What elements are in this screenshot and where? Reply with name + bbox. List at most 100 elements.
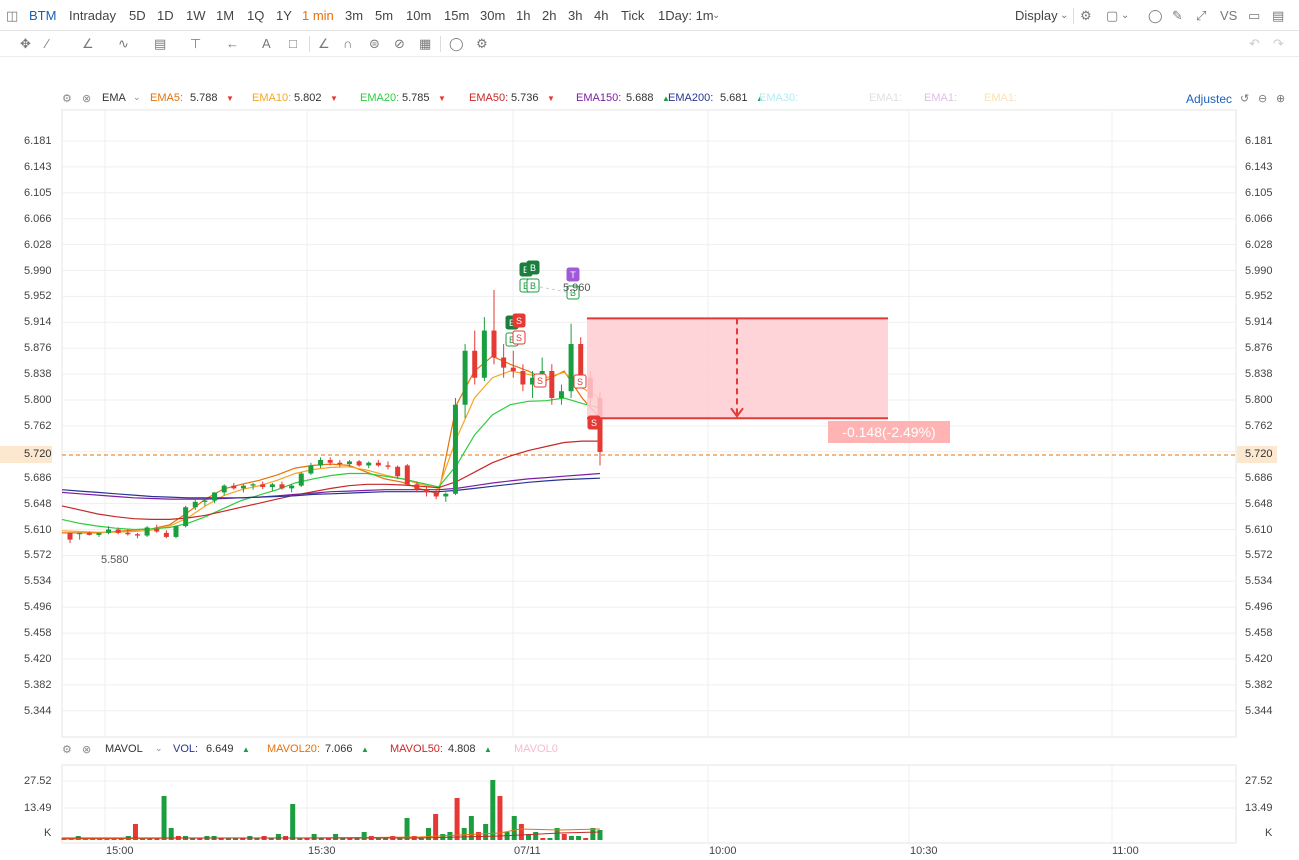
interval-1d[interactable]: 1D <box>157 8 174 23</box>
interval-10m[interactable]: 10m <box>406 8 432 23</box>
candle-body <box>327 460 333 463</box>
price-tick: 6.028 <box>1245 238 1273 251</box>
price-tick: 5.800 <box>1245 394 1273 406</box>
ema-name[interactable]: EMA <box>102 92 126 104</box>
fullscreen-icon[interactable]: ⤢ <box>1196 8 1207 23</box>
price-tick: 5.610 <box>24 523 52 536</box>
trade-marker <box>526 278 540 293</box>
reset-icon[interactable]: ↺ <box>1240 93 1250 105</box>
interval-1w[interactable]: 1W <box>186 8 206 23</box>
volume-bar <box>132 824 138 840</box>
pencil-icon[interactable]: ✎ <box>1172 8 1183 23</box>
trendline-icon[interactable]: ∕ <box>46 36 49 51</box>
angle-icon[interactable]: ∠ <box>318 36 330 51</box>
arrow-left-icon[interactable]: ← <box>226 36 239 51</box>
minimize-icon[interactable]: ⊖ <box>1258 93 1268 105</box>
compare-button[interactable]: VS <box>1220 8 1238 23</box>
polyline-icon[interactable]: ∠ <box>82 36 94 51</box>
divider <box>309 36 310 52</box>
legend-label: EMA10: <box>252 92 292 104</box>
volume-bar <box>597 830 603 840</box>
volume-bar <box>433 814 439 840</box>
note-icon[interactable]: ▭ <box>1248 8 1261 23</box>
volume-bar <box>197 838 203 840</box>
volume-tick: 27.52 <box>24 775 52 787</box>
price-tick: 5.762 <box>24 419 52 432</box>
volume-bar <box>526 834 532 840</box>
chevron-down-icon[interactable]: ⌄ <box>1121 10 1130 21</box>
interval-5d[interactable]: 5D <box>129 8 146 23</box>
volume-bar <box>147 838 153 840</box>
lock-icon[interactable]: ⊜ <box>369 36 380 51</box>
level-icon[interactable]: ⊤ <box>190 36 202 51</box>
sidebar-toggle-icon[interactable]: ◫ <box>6 8 19 23</box>
symbol-label[interactable]: BTM <box>29 8 57 23</box>
interval-2h[interactable]: 2h <box>542 8 557 23</box>
interval-intraday[interactable]: Intraday <box>69 8 116 23</box>
interval-1m[interactable]: 1M <box>216 8 235 23</box>
redo-icon[interactable]: ↷ <box>1273 36 1284 51</box>
arrow-down-icon: ▼ <box>438 94 446 103</box>
move-icon[interactable]: ✥ <box>20 36 31 51</box>
chevron-down-icon[interactable]: ⌄ <box>1060 10 1069 21</box>
settings-icon[interactable]: ⚙ <box>62 744 72 756</box>
volume-bar <box>490 780 496 840</box>
layout-icon[interactable]: ▢ <box>1106 8 1119 23</box>
interval-4h[interactable]: 4h <box>594 8 609 23</box>
text-icon[interactable]: A <box>262 36 271 51</box>
candle-body <box>260 484 266 488</box>
chevron-down-icon[interactable]: ⌄ <box>133 92 141 102</box>
magnet-icon[interactable]: ∩ <box>343 36 353 51</box>
interval-5m[interactable]: 5m <box>375 8 394 23</box>
volume-bar <box>476 832 482 840</box>
interval-1y[interactable]: 1Y <box>276 8 292 23</box>
chevron-down-icon[interactable]: ⌄ <box>712 10 721 21</box>
range-selector[interactable]: 1Day: 1m <box>658 8 714 23</box>
settings-icon[interactable]: ⚙ <box>476 36 488 51</box>
trade-marker <box>526 260 540 275</box>
link-icon[interactable]: ◯ <box>449 36 464 51</box>
chevron-down-icon[interactable]: ⌄ <box>155 743 163 753</box>
interval-1-min[interactable]: 1 min <box>302 8 334 23</box>
legend-label: EMA1: <box>984 92 1018 104</box>
interval-15m[interactable]: 15m <box>444 8 470 23</box>
price-tick: 5.686 <box>1245 471 1273 484</box>
volume-indicator-name[interactable]: MAVOL <box>105 743 143 755</box>
price-tick: 6.143 <box>24 160 52 173</box>
gear-icon[interactable]: ⚙ <box>1080 8 1092 23</box>
settings-icon[interactable]: ⚙ <box>62 93 72 105</box>
interval-30m[interactable]: 30m <box>480 8 506 23</box>
book-icon[interactable]: ▤ <box>1272 8 1285 23</box>
interval-tick[interactable]: Tick <box>621 8 645 23</box>
arrow-down-icon: ▼ <box>330 94 338 103</box>
trash-icon[interactable]: ▦ <box>419 36 432 51</box>
volume-bar <box>318 838 324 840</box>
maximize-icon[interactable]: ⊕ <box>1276 93 1286 105</box>
interval-1q[interactable]: 1Q <box>247 8 265 23</box>
interval-3m[interactable]: 3m <box>345 8 364 23</box>
undo-icon[interactable]: ↶ <box>1249 36 1260 51</box>
low-price-label: 5.580 <box>101 554 129 566</box>
close-icon[interactable]: ⊗ <box>82 744 92 756</box>
current-price-value: 5.720 <box>1245 448 1273 460</box>
camera-icon[interactable]: ◯ <box>1148 8 1163 23</box>
volume-bar <box>154 838 160 840</box>
display-button[interactable]: Display <box>1015 8 1058 23</box>
interval-1h[interactable]: 1h <box>516 8 531 23</box>
legend-label: EMA5: <box>150 92 184 104</box>
adjusted-label[interactable]: Adjustec <box>1186 92 1233 106</box>
fibonacci-icon[interactable]: ▤ <box>154 36 167 51</box>
candle-body <box>318 460 324 466</box>
price-tick: 6.181 <box>1245 135 1273 147</box>
hide-icon[interactable]: ⊘ <box>394 36 405 51</box>
close-icon[interactable]: ⊗ <box>82 93 92 105</box>
price-tick: 5.800 <box>24 394 52 406</box>
volume-bar <box>418 838 424 840</box>
current-price-tag-left: 5.720 <box>0 446 52 463</box>
interval-3h[interactable]: 3h <box>568 8 583 23</box>
volume-bar <box>518 824 524 840</box>
comment-icon[interactable]: □ <box>289 36 297 51</box>
wave-icon[interactable]: ∿ <box>118 36 129 51</box>
trade-marker-label: S <box>577 377 583 387</box>
